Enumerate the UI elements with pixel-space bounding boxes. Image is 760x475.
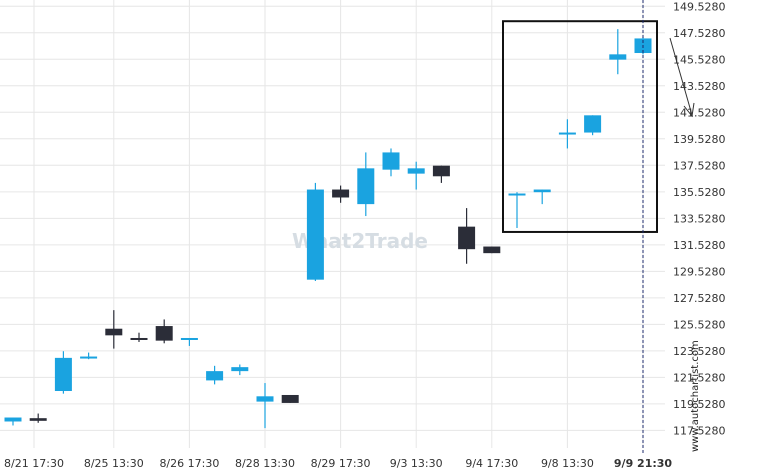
y-tick-label: 131.5280 xyxy=(673,239,726,252)
candle-body xyxy=(180,337,198,340)
candle-body xyxy=(306,189,324,280)
candle-body xyxy=(130,337,148,340)
annotations xyxy=(502,0,695,454)
y-tick-label: 129.5280 xyxy=(673,265,726,278)
candle xyxy=(432,165,450,183)
candle xyxy=(306,182,324,281)
candle xyxy=(558,119,576,149)
candle-body xyxy=(458,226,476,250)
x-tick-label: 9/8 13:30 xyxy=(541,457,594,470)
candle-body xyxy=(558,132,576,135)
candle xyxy=(29,413,47,423)
candle-body xyxy=(281,394,299,403)
candle-body xyxy=(256,396,274,402)
y-tick-label: 145.5280 xyxy=(673,53,726,66)
y-tick-label: 125.5280 xyxy=(673,318,726,331)
y-tick-label: 117.5280 xyxy=(673,424,726,437)
pattern-box xyxy=(502,20,658,233)
x-axis: 8/21 17:30 8/25 13:30 8/26 17:30 8/28 13:30… xyxy=(4,457,672,470)
y-tick-label: 121.5280 xyxy=(673,371,726,384)
candle-body xyxy=(206,371,224,381)
forecast-arrow-head xyxy=(683,102,695,118)
candle xyxy=(458,208,476,264)
y-tick-label: 127.5280 xyxy=(673,292,726,305)
y-tick-label: 123.5280 xyxy=(673,345,726,358)
candle xyxy=(231,364,249,376)
x-tick-label: 9/3 13:30 xyxy=(390,457,443,470)
candle xyxy=(155,319,173,344)
x-tick-label: 8/21 17:30 xyxy=(4,457,64,470)
candle-body xyxy=(105,328,123,336)
credit-text: www.autochartist.com xyxy=(690,340,701,452)
candle xyxy=(382,148,400,177)
candle xyxy=(130,332,148,342)
x-tick-label: 8/28 13:30 xyxy=(235,457,295,470)
y-tick-label: 149.5280 xyxy=(673,0,726,13)
candle-body xyxy=(382,152,400,170)
forecast-arrow-line xyxy=(669,37,693,116)
candle xyxy=(609,29,627,75)
x-tick-label: 9/9 21:30 xyxy=(614,457,673,470)
x-tick-label: 8/26 17:30 xyxy=(159,457,219,470)
candle-body xyxy=(332,189,350,198)
candle xyxy=(54,351,72,394)
candles xyxy=(4,29,652,429)
candle-body xyxy=(29,418,47,421)
candle xyxy=(332,185,350,203)
candle xyxy=(105,310,123,349)
x-tick-label: 9/4 17:30 xyxy=(465,457,518,470)
y-tick-label: 137.5280 xyxy=(673,159,726,172)
candle-body xyxy=(54,357,72,392)
candle xyxy=(4,417,22,426)
candle xyxy=(584,115,602,136)
candle-body xyxy=(508,193,526,196)
y-tick-label: 133.5280 xyxy=(673,212,726,225)
candle-body xyxy=(4,417,22,422)
candle-body xyxy=(584,115,602,133)
candle xyxy=(533,189,551,205)
y-tick-label: 141.5280 xyxy=(673,106,726,119)
candle xyxy=(407,161,425,190)
candle-body xyxy=(609,54,627,60)
candle-body xyxy=(357,168,375,205)
y-tick-label: 147.5280 xyxy=(673,27,726,40)
candle-body xyxy=(483,246,501,254)
candle xyxy=(180,337,198,346)
y-tick-label: 135.5280 xyxy=(673,186,726,199)
y-tick-label: 139.5280 xyxy=(673,133,726,146)
candle xyxy=(206,365,224,385)
x-tick-label: 8/25 13:30 xyxy=(84,457,144,470)
candle-body xyxy=(231,367,249,372)
candle-body xyxy=(533,189,551,193)
y-tick-label: 119.5280 xyxy=(673,398,726,411)
x-tick-label: 8/29 17:30 xyxy=(311,457,371,470)
candle xyxy=(483,246,501,254)
candle xyxy=(508,192,526,228)
y-axis: 149.5280 147.5280 145.5280 143.5280 141.5280… xyxy=(673,0,726,437)
candle xyxy=(357,152,375,217)
candle xyxy=(281,394,299,403)
candle-body xyxy=(155,326,173,341)
grid xyxy=(0,0,665,448)
y-tick-label: 143.5280 xyxy=(673,80,726,93)
candle xyxy=(80,352,98,360)
candle-body xyxy=(80,356,98,359)
candle-body xyxy=(407,168,425,174)
candle-body xyxy=(432,165,450,177)
candle xyxy=(256,383,274,429)
